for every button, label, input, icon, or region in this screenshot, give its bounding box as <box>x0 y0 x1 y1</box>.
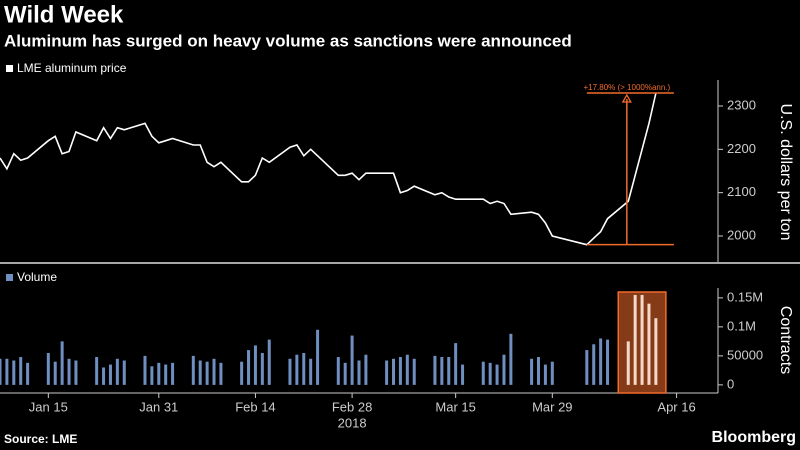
x-tick-label: Jan 31 <box>139 399 178 414</box>
volume-bar <box>654 318 658 385</box>
y-tick-label: 0.1M <box>727 318 756 333</box>
volume-bar <box>150 366 154 385</box>
x-tick-label: Feb 14 <box>235 399 275 414</box>
volume-bar <box>95 357 99 385</box>
volume-bar <box>205 361 209 385</box>
volume-bar <box>260 352 264 385</box>
volume-bar <box>198 360 202 385</box>
volume-bar <box>12 360 16 385</box>
volume-bar <box>509 333 513 385</box>
volume-bar <box>530 358 534 385</box>
y-tick-label: 2000 <box>727 227 756 242</box>
y-tick-label: 0.15M <box>727 289 763 304</box>
volume-bar <box>350 335 354 385</box>
x-tick-label: Mar 15 <box>435 399 475 414</box>
chart-subtitle: Aluminum has surged on heavy volume as s… <box>4 31 572 50</box>
brand: Bloomberg <box>712 429 796 446</box>
legend-label: LME aluminum price <box>17 61 127 75</box>
volume-bar <box>212 358 216 385</box>
volume-bar <box>67 358 71 385</box>
y-tick-label: 2100 <box>727 184 756 199</box>
volume-bar <box>550 361 554 385</box>
volume-bar <box>0 358 2 385</box>
volume-bar <box>633 294 637 385</box>
volume-bar <box>302 352 306 385</box>
volume-bar <box>316 329 320 385</box>
volume-bar <box>599 338 603 385</box>
x-tick-label: Jan 15 <box>29 399 68 414</box>
volume-bar <box>537 357 540 385</box>
volume-bar <box>364 354 368 385</box>
volume-bar <box>640 294 644 385</box>
y-axis-title: Contracts <box>777 306 794 374</box>
x-tick-label: Feb 28 <box>332 399 372 414</box>
volume-bar <box>164 364 168 385</box>
volume-bar <box>240 361 244 385</box>
y-tick-label: 0 <box>727 376 734 391</box>
volume-bar <box>585 350 589 385</box>
volume-bar <box>115 358 119 385</box>
legend-label: Volume <box>17 270 57 284</box>
volume-bar <box>19 357 23 385</box>
volume-bar <box>157 362 161 385</box>
volume-bar <box>502 354 506 385</box>
volume-bar <box>53 361 57 385</box>
volume-bar <box>454 343 458 385</box>
volume-bar <box>46 352 50 385</box>
volume-bar <box>357 360 361 385</box>
volume-bar <box>102 367 106 385</box>
volume-bar <box>247 350 251 385</box>
volume-bar <box>122 360 126 385</box>
price-line <box>0 92 657 246</box>
volume-bar <box>433 355 437 385</box>
volume-bar <box>412 358 416 385</box>
annotation-arrow <box>621 93 632 103</box>
volume-bar <box>488 362 492 385</box>
volume-bar <box>171 362 175 385</box>
volume-bar <box>405 354 409 385</box>
volume-bar <box>60 341 64 385</box>
y-tick-label: 2200 <box>727 141 756 156</box>
volume-bar <box>385 360 389 385</box>
volume-bar <box>398 357 402 385</box>
x-sublabel: 2018 <box>338 415 367 430</box>
x-tick-label: Mar 29 <box>532 399 572 414</box>
volume-bar <box>461 364 465 385</box>
volume-bar <box>26 362 30 385</box>
volume-bar <box>626 341 630 385</box>
volume-bar <box>647 303 651 385</box>
volume-bar <box>495 364 499 385</box>
x-tick-label: Apr 16 <box>657 399 695 414</box>
y-tick-label: 2300 <box>727 97 756 112</box>
volume-bar <box>191 355 195 385</box>
volume-bar <box>267 339 271 385</box>
annotation-label: +17.80% (> 1000%ann.) <box>583 83 670 92</box>
volume-bar <box>219 362 223 385</box>
source: Source: LME <box>4 432 77 446</box>
volume-bar <box>309 358 313 385</box>
volume-bar <box>440 357 444 385</box>
volume-bar <box>5 358 9 385</box>
volume-bar <box>392 358 396 385</box>
volume-bar <box>343 362 347 385</box>
volume-bar <box>288 358 292 385</box>
y-tick-label: 50000 <box>727 347 763 362</box>
volume-bar <box>143 355 147 385</box>
volume-bar <box>253 345 257 385</box>
legend-swatch <box>6 65 13 72</box>
chart-title: Wild Week <box>4 1 124 28</box>
volume-bar <box>74 360 78 385</box>
volume-bar <box>606 339 610 385</box>
volume-bar <box>447 357 451 385</box>
y-axis-title: U.S. dollars per ton <box>777 104 794 241</box>
volume-bar <box>108 364 112 385</box>
volume-bar <box>592 344 596 385</box>
volume-bar <box>336 357 340 385</box>
volume-bar <box>295 354 299 385</box>
legend-swatch <box>6 274 13 281</box>
volume-bar <box>543 364 547 385</box>
volume-bar <box>481 361 485 385</box>
